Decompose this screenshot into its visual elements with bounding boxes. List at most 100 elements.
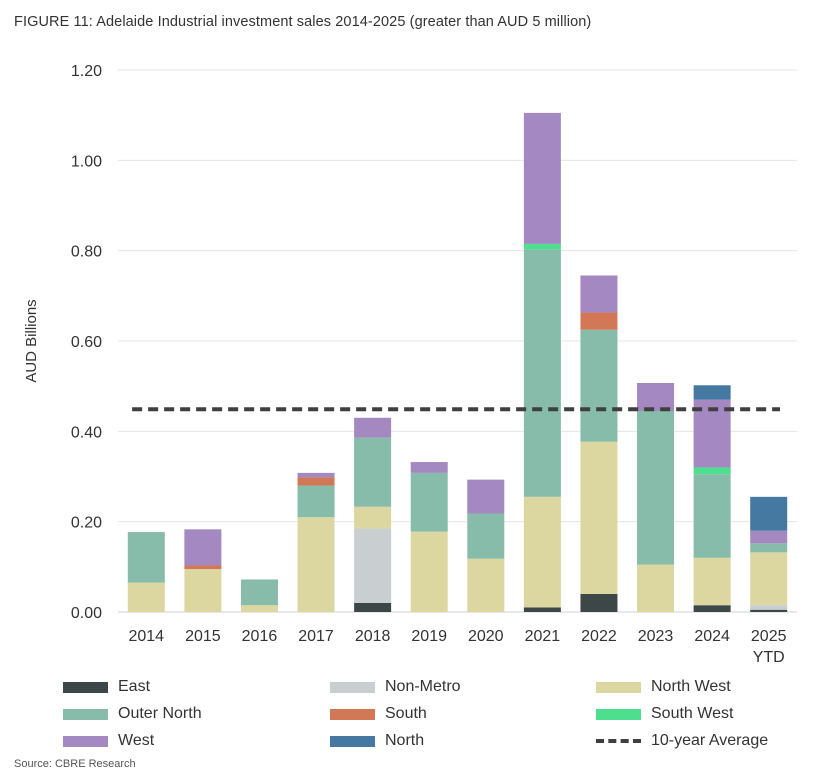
bar-segment-north	[693, 385, 731, 400]
x-tick-label: 2016	[242, 628, 278, 645]
legend-swatch	[63, 681, 108, 693]
bar-segment-north-west	[750, 552, 788, 606]
legend-label: 10-year Average	[651, 732, 769, 749]
x-tick-label: 2020	[468, 628, 504, 645]
legend-item-north: North	[330, 732, 424, 750]
x-tick-label: 2018	[355, 628, 391, 645]
bar-segment-west	[297, 472, 335, 478]
bar-segment-outer-north	[637, 411, 675, 565]
bar-segment-south-west	[693, 467, 731, 475]
bar-segment-east	[523, 607, 561, 612]
y-tick-label: 0.40	[71, 424, 102, 441]
bar-segment-north	[750, 496, 788, 531]
bar-segment-outer-north	[240, 579, 278, 606]
bar-segment-outer-north	[410, 472, 448, 532]
legend-item-south-west: South West	[596, 705, 733, 723]
legend-item-non-metro: Non-Metro	[330, 678, 461, 696]
bar-segment-north-west	[580, 441, 618, 594]
bar-segment-east	[750, 609, 788, 612]
bar-segment-west	[410, 462, 448, 473]
x-tick-label: 2025	[751, 628, 787, 645]
bar-segment-north-west	[637, 564, 675, 612]
bar-segment-outer-north	[467, 513, 505, 559]
source-note: Source: CBRE Research	[14, 758, 136, 770]
legend-swatch	[596, 681, 641, 693]
bar-segment-non-metro	[354, 528, 392, 603]
bar-segment-west	[750, 530, 788, 544]
legend-swatch	[330, 681, 375, 693]
bar-segment-north-west	[127, 582, 165, 612]
legend-item-10-year-average: 10-year Average	[596, 732, 768, 750]
bar-segment-north-west	[240, 605, 278, 612]
bar-segment-outer-north	[354, 437, 392, 507]
y-tick-label: 0.20	[71, 515, 102, 532]
legend-item-west: West	[63, 732, 154, 750]
gridlines	[118, 69, 797, 613]
bar-segment-west	[580, 275, 618, 313]
y-tick-label: 1.20	[71, 63, 102, 80]
legend-swatch	[596, 708, 641, 720]
legend-swatch	[330, 735, 375, 747]
legend-swatch	[330, 708, 375, 720]
bar-segment-west	[354, 417, 392, 438]
bar-segment-north-west	[297, 517, 335, 612]
bar-segment-outer-north	[523, 249, 561, 497]
legend-label: North	[385, 732, 425, 749]
bar-segment-north-west	[184, 569, 222, 612]
x-tick-label: 2021	[525, 628, 561, 645]
bar-segment-north-west	[467, 558, 505, 612]
chart-title: FIGURE 11: Adelaide Industrial investmen…	[14, 14, 592, 30]
y-axis-ticks: 0.00 0.20 0.40 0.60 0.80 1.00 1.20	[71, 63, 102, 622]
bar-segment-outer-north	[750, 543, 788, 553]
legend-label: East	[118, 678, 151, 695]
legend-item-outer-north: Outer North	[63, 705, 202, 723]
x-axis-ticks: 2014 2015 2016 2017 2018 2019 2020 2021 2022 2023…	[128, 628, 786, 666]
bar-segment-outer-north	[693, 474, 731, 558]
bar-segment-outer-north	[580, 329, 618, 442]
bar-segment-west	[523, 112, 561, 244]
bar-segment-south	[184, 565, 222, 570]
y-tick-label: 1.00	[71, 153, 102, 170]
x-tick-label: 2017	[298, 628, 334, 645]
legend-item-north-west: North West	[596, 678, 731, 696]
legend-swatch	[63, 708, 108, 720]
x-tick-label: 2019	[411, 628, 447, 645]
bar-segment-east	[693, 605, 731, 612]
legend-item-east: East	[63, 678, 150, 696]
bar-segment-north-west	[523, 496, 561, 608]
bar-segment-east	[354, 602, 392, 612]
bar-segment-south	[580, 312, 618, 330]
y-tick-label: 0.80	[71, 244, 102, 261]
x-tick-label: 2022	[581, 628, 617, 645]
legend-label: South West	[651, 705, 734, 722]
bar-segment-north-west	[410, 531, 448, 612]
x-tick-label: 2024	[694, 628, 730, 645]
legend-label: West	[118, 732, 155, 749]
x-tick-label: 2014	[128, 628, 164, 645]
legend-label: South	[385, 705, 427, 722]
legend-label: North West	[651, 678, 731, 695]
bars	[127, 112, 788, 612]
legend-label: Outer North	[118, 705, 202, 722]
y-axis-title: AUD Billions	[23, 299, 40, 382]
bar-segment-north-west	[354, 506, 392, 529]
bar-segment-south	[297, 477, 335, 486]
legend-swatch	[596, 739, 641, 743]
bar-segment-west	[637, 383, 675, 412]
bar-segment-east	[580, 593, 618, 612]
x-tick-label: YTD	[753, 649, 785, 666]
legend-item-south: South	[330, 705, 427, 723]
bar-segment-south-west	[523, 243, 561, 250]
x-tick-label: 2023	[638, 628, 674, 645]
bar-segment-non-metro	[750, 605, 788, 610]
bar-segment-outer-north	[127, 532, 165, 583]
bar-segment-outer-north	[297, 485, 335, 518]
y-tick-label: 0.60	[71, 334, 102, 351]
bar-segment-west	[184, 529, 222, 566]
bar-segment-north-west	[693, 557, 731, 606]
legend-label: Non-Metro	[385, 678, 461, 695]
bar-segment-west	[467, 479, 505, 514]
y-tick-label: 0.00	[71, 605, 102, 622]
legend-swatch	[63, 735, 108, 747]
